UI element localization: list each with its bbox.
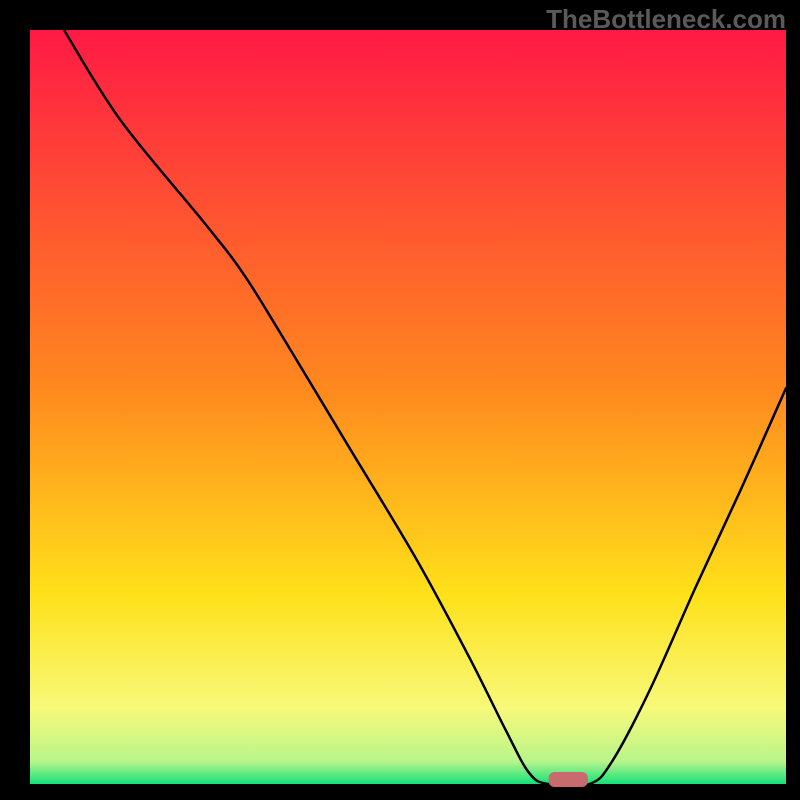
watermark-text: TheBottleneck.com [546, 4, 786, 35]
chart-container: TheBottleneck.com [0, 0, 800, 800]
chart-svg-overlay [0, 0, 800, 800]
optimal-marker [549, 772, 588, 787]
bottleneck-curve [64, 30, 786, 786]
